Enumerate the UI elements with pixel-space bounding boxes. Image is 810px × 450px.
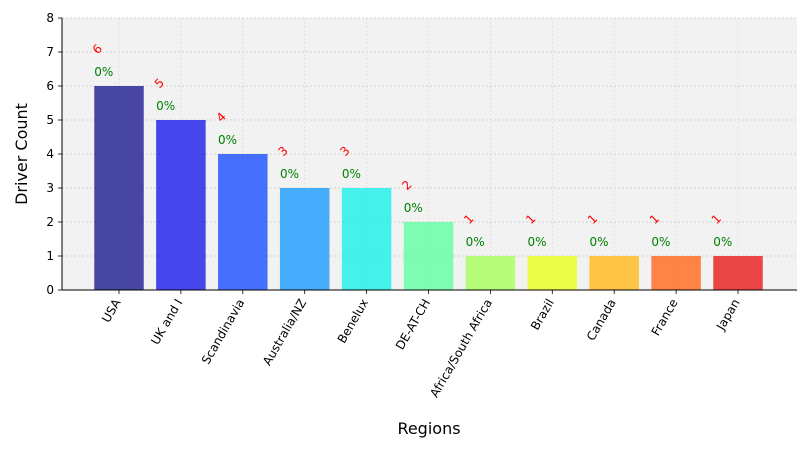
x-tick-label: UK and I <box>148 297 185 348</box>
percent-label: 0% <box>156 99 175 113</box>
percent-label: 0% <box>528 235 547 249</box>
x-axis-title: Regions <box>397 419 460 438</box>
y-tick-label: 6 <box>46 79 54 93</box>
bar <box>218 154 268 290</box>
percent-label: 0% <box>342 167 361 181</box>
x-tick-label: France <box>649 297 681 339</box>
percent-label: 0% <box>589 235 608 249</box>
percent-label: 0% <box>713 235 732 249</box>
x-tick-label: USA <box>99 296 124 325</box>
y-tick-label: 1 <box>46 249 54 263</box>
x-tick-label: Africa/South Africa <box>427 297 495 400</box>
y-tick-label: 3 <box>46 181 54 195</box>
percent-label: 0% <box>651 235 670 249</box>
percent-label: 0% <box>218 133 237 147</box>
x-tick-label: Japan <box>713 297 742 334</box>
bar <box>403 222 454 290</box>
x-tick-label: Australia/NZ <box>260 297 309 368</box>
percent-label: 0% <box>280 167 299 181</box>
bar <box>94 86 144 290</box>
percent-label: 0% <box>94 65 113 79</box>
y-tick-label: 5 <box>46 113 54 127</box>
y-tick-label: 0 <box>46 283 54 297</box>
y-tick-label: 7 <box>46 45 54 59</box>
x-tick-label: Benelux <box>335 297 371 346</box>
y-tick-label: 4 <box>46 147 54 161</box>
y-axis-title: Driver Count <box>12 103 31 205</box>
y-tick-label: 2 <box>46 215 54 229</box>
bar <box>279 188 330 290</box>
x-tick-label: Canada <box>584 297 619 344</box>
percent-label: 0% <box>466 235 485 249</box>
bars <box>94 86 763 290</box>
x-tick-label: Brazil <box>528 297 557 333</box>
bar <box>651 256 701 290</box>
bar <box>465 256 516 290</box>
bar <box>527 256 578 290</box>
bar <box>156 120 206 290</box>
x-tick-label: Scandinavia <box>199 297 248 367</box>
y-tick-label: 8 <box>46 11 54 25</box>
bar <box>589 256 639 290</box>
bar <box>713 256 763 290</box>
percent-label: 0% <box>404 201 423 215</box>
x-tick-label: DE-AT-CH <box>393 297 433 353</box>
bar <box>341 188 392 290</box>
